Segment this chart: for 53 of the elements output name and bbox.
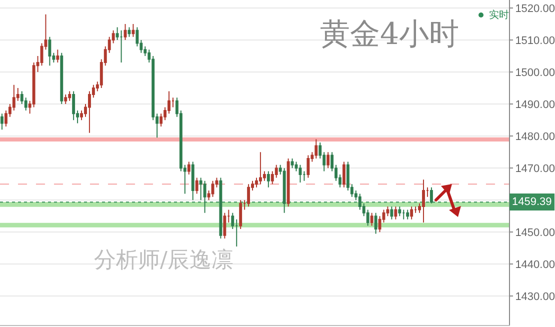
y-tick-label: 1510.00	[515, 34, 555, 47]
candlestick	[223, 212, 226, 240]
annotation: 实时	[489, 9, 509, 21]
candlestick	[406, 209, 410, 220]
y-tick-label: 1470.00	[515, 162, 555, 175]
candlestick	[128, 26, 131, 38]
candlestick	[290, 158, 294, 169]
candlestick	[394, 206, 398, 220]
candlestick	[219, 177, 222, 240]
candlestick	[211, 180, 214, 198]
y-tick-label: 1490.00	[515, 98, 555, 111]
candlestick	[247, 184, 250, 208]
candlestick	[314, 138, 318, 159]
candlestick	[410, 206, 414, 220]
candlestick	[422, 179, 425, 224]
y-tick-label: 1480.00	[515, 130, 555, 143]
ref-line-label: 1459.39	[512, 196, 552, 208]
candlestick	[239, 200, 242, 230]
candlestick	[390, 206, 394, 220]
candlestick	[56, 49, 60, 63]
candlestick	[306, 154, 310, 178]
candlestick	[48, 36, 52, 66]
candlestick	[266, 170, 270, 188]
candlestick	[370, 212, 374, 226]
text: 黄金4小时	[320, 17, 460, 52]
y-tick-label: 1520.00	[515, 2, 555, 15]
y-tick-label: 1430.00	[515, 291, 555, 304]
candlestick	[258, 152, 262, 185]
candlestick	[402, 209, 406, 220]
candlestick	[0, 113, 4, 130]
candlestick	[68, 90, 72, 102]
candlestick	[286, 158, 290, 208]
candlestick	[342, 161, 346, 188]
candlestick	[132, 24, 135, 38]
candlestick	[124, 24, 127, 41]
candlestick	[60, 52, 64, 105]
candlestick	[195, 177, 198, 194]
candlestick	[191, 161, 194, 201]
candlestick	[430, 186, 433, 204]
candlestick	[203, 180, 206, 214]
candlestick	[374, 212, 378, 234]
candlestick	[187, 161, 190, 176]
y-tick-label: 1450.00	[515, 226, 555, 239]
y-tick-label: 1500.00	[515, 66, 555, 79]
candlestick	[282, 168, 286, 214]
candlestick	[298, 164, 302, 184]
candlestick	[326, 152, 330, 169]
candlestick	[64, 94, 68, 105]
candlestick	[72, 90, 76, 121]
candlestick	[398, 206, 402, 217]
y-tick-label: 1440.00	[515, 259, 555, 272]
annotation: 分析师/辰逸凛	[94, 248, 234, 273]
candlestick	[120, 30, 123, 63]
